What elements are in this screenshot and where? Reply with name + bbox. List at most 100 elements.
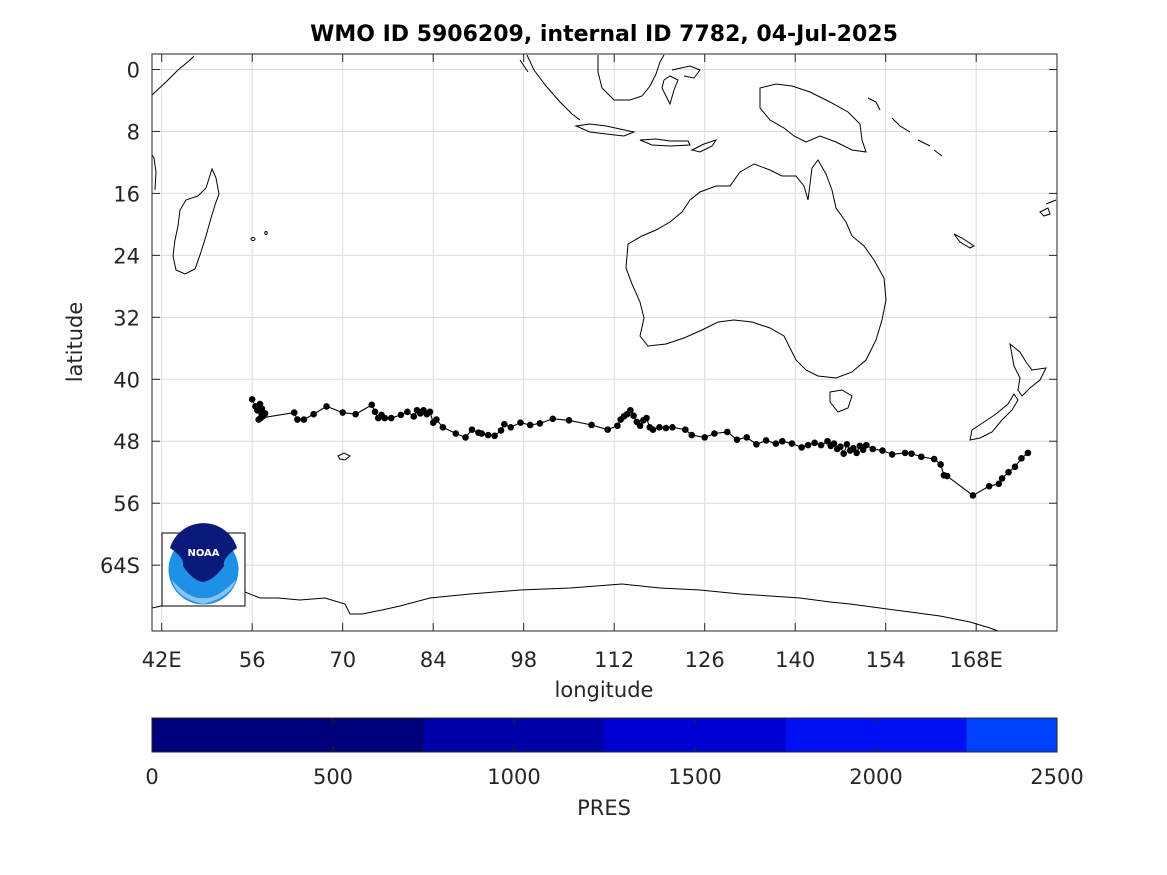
profile-point: [908, 450, 915, 457]
profile-point: [536, 420, 544, 427]
profile-point: [565, 417, 573, 424]
x-tick-label: 112: [594, 648, 634, 672]
profile-point: [798, 444, 805, 451]
profile-point: [879, 447, 886, 454]
profile-point: [711, 430, 718, 437]
profile-point: [969, 492, 977, 499]
profile-point: [397, 411, 405, 419]
profile-point: [1018, 454, 1025, 462]
profile-point: [840, 450, 847, 457]
profile-point: [985, 482, 993, 490]
profile-point: [549, 415, 557, 423]
profile-point: [843, 441, 851, 448]
float-track: [248, 396, 1032, 499]
profile-point: [501, 420, 508, 428]
profile-point: [387, 414, 395, 422]
profile-point: [604, 426, 612, 433]
profile-point: [636, 422, 644, 430]
profile-point: [998, 475, 1006, 482]
profile-point: [824, 437, 831, 445]
profile-point: [937, 461, 944, 468]
profile-point: [772, 440, 780, 447]
colorbar-tick-label: 1500: [668, 765, 721, 789]
y-axis-label: latitude: [63, 302, 87, 383]
profile-point: [901, 449, 909, 457]
x-tick-label: 126: [685, 648, 725, 672]
profile-point: [788, 440, 796, 447]
profile-point: [627, 406, 634, 414]
profile-point: [811, 439, 818, 447]
profile-point: [643, 414, 650, 422]
noaa-logo-text: NOAA: [187, 548, 219, 559]
profile-point: [733, 436, 741, 443]
longitude-ticks: 42E 56 70 84 98 112 126 140 154 168E: [142, 54, 1003, 672]
profile-point: [614, 422, 621, 430]
profile-point: [257, 414, 264, 422]
profile-point: [863, 441, 870, 449]
profile-point: [497, 427, 505, 434]
profile-point: [753, 441, 760, 448]
profile-point: [630, 412, 637, 419]
malay-peninsula-coastline: [519, 59, 529, 73]
profile-point: [662, 424, 670, 432]
bismarck-islands: [867, 97, 881, 111]
profile-point: [649, 426, 657, 433]
profile-point: [404, 408, 411, 416]
profile-point: [859, 446, 867, 454]
profile-point: [433, 416, 440, 423]
x-tick-label: 84: [420, 648, 447, 672]
x-tick-label: 70: [329, 648, 356, 672]
map-gridlines: [152, 54, 1057, 631]
profile-point: [778, 437, 786, 445]
profile-point: [656, 424, 663, 431]
solomon-islands: [891, 117, 943, 157]
latitude-ticks: 0 8 16 24 32 40 48 56 64S: [100, 58, 1057, 578]
profile-point: [300, 416, 308, 423]
profile-point: [484, 431, 492, 439]
profile-point: [468, 426, 476, 433]
profile-point: [869, 445, 877, 453]
small-island: [250, 237, 256, 241]
y-tick-label: 24: [113, 244, 140, 268]
borneo-coastline: [597, 54, 665, 101]
new-zealand-north-island: [1009, 342, 1047, 397]
profile-point: [995, 480, 1003, 488]
y-tick-label: 16: [113, 182, 140, 206]
profile-point: [853, 449, 860, 457]
profile-point: [352, 410, 359, 418]
profile-point: [804, 441, 812, 449]
x-tick-label: 140: [775, 648, 815, 672]
track-line: [251, 399, 1029, 497]
profile-point: [248, 396, 256, 403]
x-tick-label: 56: [239, 648, 266, 672]
colorbar-tick-label: 0: [145, 765, 158, 789]
profile-point: [688, 431, 696, 439]
profile-point: [1011, 463, 1019, 471]
y-tick-label: 48: [113, 430, 140, 454]
fiji-island: [1039, 207, 1051, 217]
noaa-logo: NOAA: [161, 523, 246, 607]
africa-coastline: [151, 55, 195, 96]
profile-point: [682, 426, 689, 433]
y-tick-label: 32: [113, 306, 140, 330]
tasmania-island: [829, 389, 853, 413]
madagascar-island: [172, 167, 220, 275]
profile-point: [930, 455, 938, 463]
profile-point: [669, 424, 676, 431]
y-tick-label: 8: [127, 120, 140, 144]
profile-point: [410, 413, 418, 420]
profile-point: [339, 409, 346, 416]
profile-point: [850, 444, 857, 452]
new-zealand-south-island: [969, 393, 1019, 441]
map-frame: [151, 53, 1058, 632]
colorbar-tick-label: 2500: [1030, 765, 1083, 789]
profile-point: [1024, 449, 1032, 457]
fiji-coast: [1045, 199, 1057, 205]
y-tick-label: 64S: [100, 554, 140, 578]
y-tick-label: 0: [127, 58, 140, 82]
profile-point: [381, 414, 389, 422]
profile-point: [426, 408, 434, 416]
x-tick-label: 168E: [950, 648, 1003, 672]
profile-point: [817, 441, 825, 449]
